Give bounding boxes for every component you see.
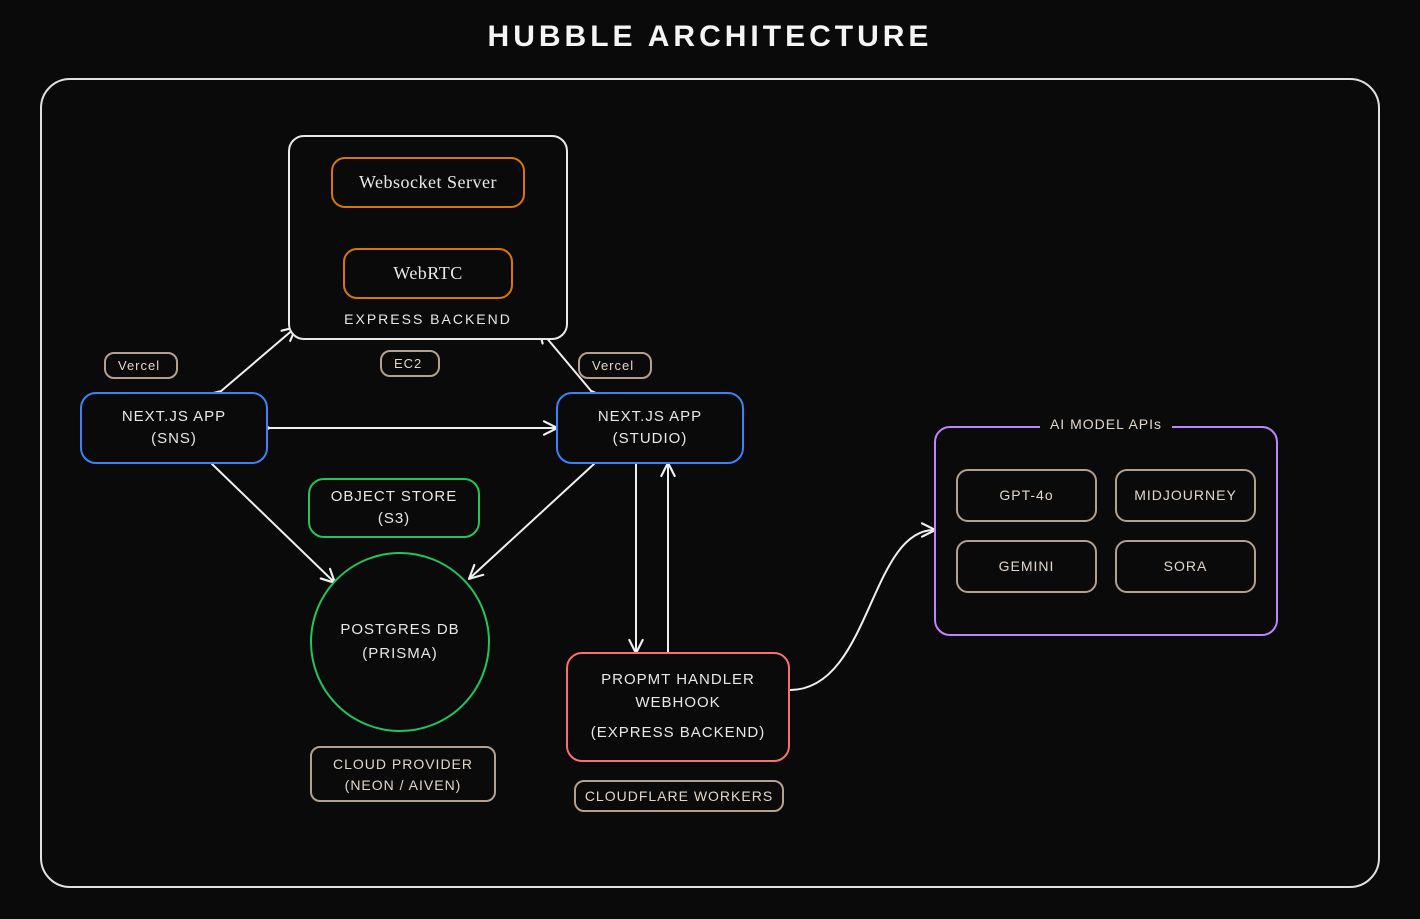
- object-store-line1: OBJECT STORE: [331, 486, 457, 509]
- postgres-line2: (PRISMA): [362, 642, 438, 666]
- object-store-box: OBJECT STORE (S3): [308, 478, 480, 538]
- postgres-db-circle: POSTGRES DB (PRISMA): [310, 552, 490, 732]
- ec2-tag: EC2: [380, 350, 440, 377]
- webrtc-box: WebRTC: [343, 248, 512, 299]
- express-backend-caption: EXPRESS BACKEND: [344, 309, 512, 330]
- vercel-tag-studio: Vercel: [578, 352, 652, 379]
- ai-api-item: MIDJOURNEY: [1115, 469, 1256, 522]
- vercel-tag-sns: Vercel: [104, 352, 178, 379]
- ai-api-item: GEMINI: [956, 540, 1097, 593]
- prompt-handler-line1: PROPMT HANDLER: [601, 669, 755, 692]
- cloudflare-workers-tag: CLOUDFLARE WORKERS: [574, 780, 784, 812]
- prompt-handler-line4: (EXPRESS BACKEND): [591, 722, 766, 745]
- nextjs-studio-box: NEXT.JS APP (STUDIO): [556, 392, 744, 464]
- nextjs-sns-box: NEXT.JS APP (SNS): [80, 392, 268, 464]
- ai-apis-grid: GPT-4o MIDJOURNEY GEMINI SORA: [936, 469, 1276, 593]
- ai-api-item: SORA: [1115, 540, 1256, 593]
- websocket-server-box: Websocket Server: [331, 157, 525, 208]
- ai-api-item: GPT-4o: [956, 469, 1097, 522]
- ai-apis-title: AI MODEL APIs: [1040, 414, 1172, 435]
- nextjs-studio-line2: (STUDIO): [613, 428, 688, 451]
- ai-model-apis-box: AI MODEL APIs GPT-4oMIDJOURNEYGEMINISORA: [934, 426, 1278, 636]
- cloud-provider-line1: CLOUD PROVIDER: [333, 756, 473, 772]
- express-backend-box: Websocket Server WebRTC EXPRESS BACKEND: [288, 135, 568, 340]
- nextjs-studio-line1: NEXT.JS APP: [598, 406, 702, 429]
- cloud-provider-line2: (NEON / AIVEN): [345, 777, 462, 793]
- prompt-handler-box: PROPMT HANDLER WEBHOOK (EXPRESS BACKEND): [566, 652, 790, 762]
- nextjs-sns-line2: (SNS): [151, 428, 197, 451]
- diagram-title: HUBBLE ARCHITECTURE: [0, 20, 1420, 54]
- prompt-handler-line2: WEBHOOK: [635, 692, 720, 715]
- cloud-provider-tag: CLOUD PROVIDER (NEON / AIVEN): [310, 746, 496, 802]
- nextjs-sns-line1: NEXT.JS APP: [122, 406, 226, 429]
- object-store-line2: (S3): [378, 508, 410, 531]
- postgres-line1: POSTGRES DB: [340, 618, 459, 642]
